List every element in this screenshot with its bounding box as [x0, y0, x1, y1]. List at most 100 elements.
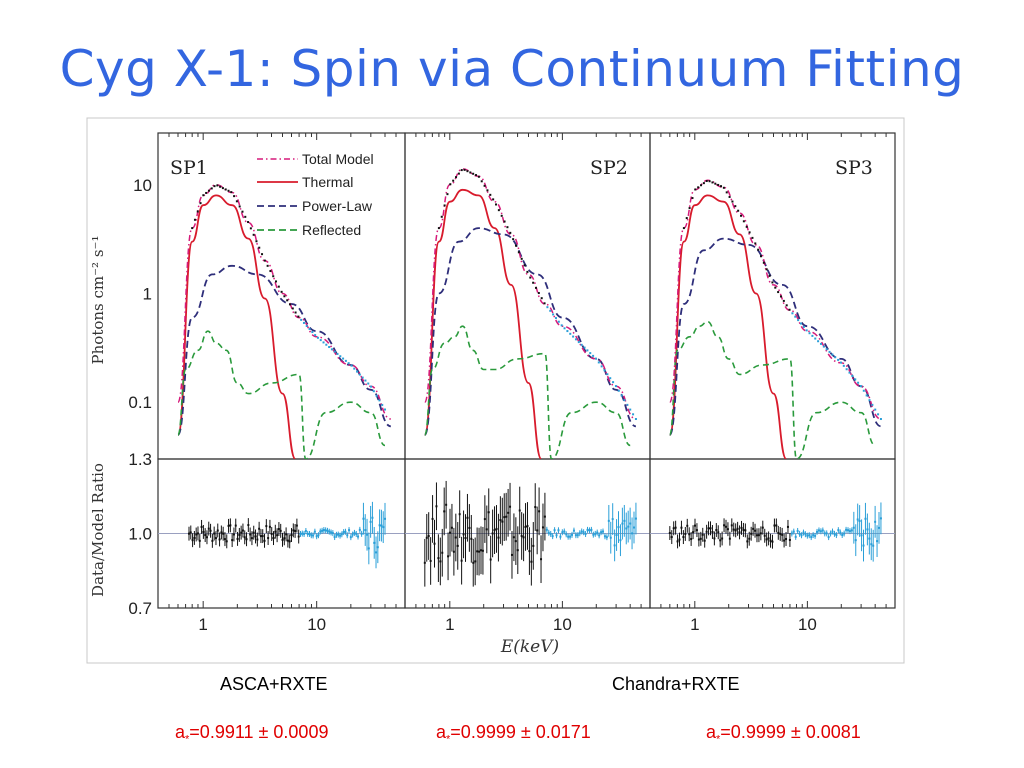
residual-point [357, 535, 360, 538]
data-point [574, 338, 577, 341]
residual-point [265, 525, 268, 528]
data-point [258, 246, 261, 249]
data-point [731, 200, 734, 203]
residual-point [431, 517, 434, 520]
residual-point [306, 532, 309, 535]
data-point [512, 238, 515, 241]
data-point [503, 220, 506, 223]
data-point [532, 281, 535, 284]
residual-point [724, 525, 727, 528]
residual-point [328, 530, 331, 533]
data-point [367, 382, 370, 385]
residual-point [487, 511, 490, 514]
data-point [552, 313, 555, 316]
residual-point [798, 532, 801, 535]
panel-label-2: SP2 [590, 157, 628, 179]
data-point [216, 184, 219, 187]
x-axis-label: E(keV) [500, 637, 559, 657]
residual-point [757, 534, 760, 537]
residual-point [629, 522, 632, 525]
data-point [277, 285, 280, 288]
residual-point [736, 527, 739, 530]
residual-point [195, 533, 198, 536]
data-point [546, 306, 549, 309]
data-point [526, 270, 529, 273]
data-point [227, 189, 230, 192]
data-point [300, 318, 303, 321]
legend-label-thermal: Thermal [302, 174, 353, 190]
data-point [857, 381, 860, 384]
residual-point [674, 526, 677, 529]
residual-point [241, 529, 244, 532]
residual-point [781, 533, 784, 536]
data-point [845, 368, 848, 371]
data-point [469, 171, 472, 174]
residual-point [699, 537, 702, 540]
residual-point [555, 534, 558, 537]
residual-point [688, 533, 691, 536]
residual-point [435, 505, 438, 508]
residual-point [375, 551, 378, 554]
residual-point [860, 534, 863, 537]
data-point [560, 324, 563, 327]
residual-point [319, 530, 322, 533]
data-point [199, 202, 202, 205]
residual-point [713, 537, 716, 540]
residual-point [211, 539, 214, 542]
data-point [520, 257, 523, 260]
residual-point [360, 532, 363, 535]
residual-point [466, 516, 469, 519]
data-point [757, 248, 760, 251]
data-point [788, 308, 791, 311]
residual-point [456, 544, 459, 547]
residual-point [615, 534, 618, 537]
residual-point [449, 531, 452, 534]
residual-point [682, 536, 685, 539]
data-point [834, 356, 837, 359]
residual-point [876, 540, 879, 543]
data-point [594, 357, 597, 360]
residual-point [335, 533, 338, 536]
data-point [768, 274, 771, 277]
y-tick-label: 1 [143, 285, 152, 304]
residual-point [812, 534, 815, 537]
data-point [825, 348, 828, 351]
residual-point [785, 538, 788, 541]
residual-point [541, 526, 544, 529]
data-point [316, 336, 319, 339]
residual-point [330, 531, 333, 534]
residual-point [458, 513, 461, 516]
data-point [193, 218, 196, 221]
data-point [842, 364, 845, 367]
y-tick-label: 10 [133, 176, 152, 195]
data-point [822, 345, 825, 348]
residual-point [524, 525, 527, 528]
residual-point [313, 530, 316, 533]
residual-point [788, 538, 791, 541]
legend: Total Model Thermal Power-Law Reflected [257, 151, 374, 238]
residual-point [678, 538, 681, 541]
residual-point [686, 524, 689, 527]
residual-point [503, 516, 506, 519]
data-point [563, 327, 566, 330]
data-point [275, 280, 278, 283]
caption-chandra-rxte: Chandra+RXTE [612, 674, 740, 694]
data-point [495, 203, 498, 206]
residual-point [829, 532, 832, 535]
data-point [328, 346, 331, 349]
residual-point [366, 533, 369, 536]
residual-point [715, 529, 718, 532]
data-point [811, 334, 814, 337]
residual-point [315, 535, 318, 538]
residual-point [611, 518, 614, 521]
data-point [286, 299, 289, 302]
residual-point [551, 535, 554, 538]
residual-point [868, 537, 871, 540]
residual-point [808, 534, 811, 537]
residual-point [268, 525, 271, 528]
spin-value-sp1: a*=0.9911 ± 0.0009 [175, 722, 329, 746]
residual-point [267, 537, 270, 540]
residual-point [711, 530, 714, 533]
data-point [592, 354, 595, 357]
residual-point [454, 536, 457, 539]
